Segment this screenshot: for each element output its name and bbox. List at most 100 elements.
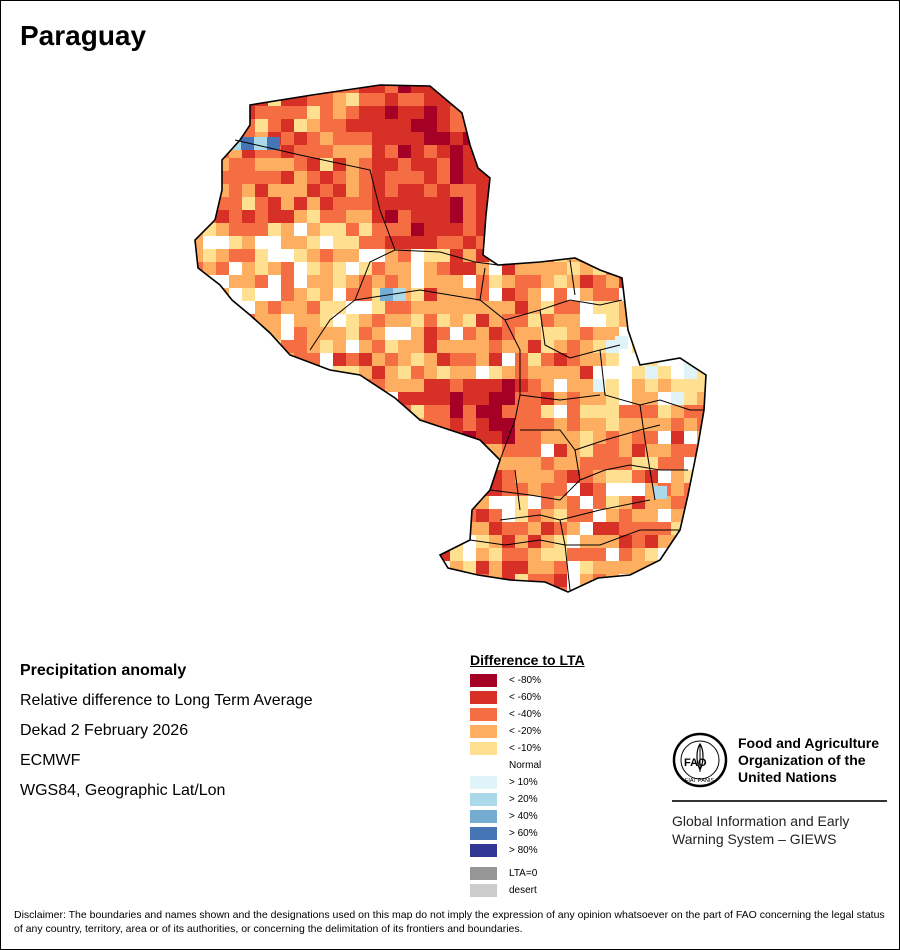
grid-cell bbox=[593, 548, 606, 561]
grid-cell bbox=[528, 85, 541, 93]
grid-cell bbox=[346, 509, 359, 522]
grid-cell bbox=[424, 561, 437, 574]
grid-cell bbox=[489, 197, 502, 210]
grid-cell bbox=[567, 379, 580, 392]
grid-cell bbox=[294, 483, 307, 496]
grid-cell bbox=[528, 587, 541, 592]
grid-cell bbox=[515, 470, 528, 483]
grid-cell bbox=[307, 509, 320, 522]
grid-cell bbox=[671, 366, 684, 379]
grid-cell bbox=[255, 275, 268, 288]
grid-cell bbox=[281, 509, 294, 522]
grid-cell bbox=[593, 392, 606, 405]
grid-cell bbox=[502, 145, 515, 158]
grid-cell bbox=[632, 301, 645, 314]
grid-cell bbox=[216, 574, 229, 587]
grid-cell bbox=[294, 535, 307, 548]
grid-cell bbox=[671, 340, 684, 353]
grid-cell bbox=[619, 496, 632, 509]
grid-cell bbox=[281, 522, 294, 535]
grid-cell bbox=[398, 483, 411, 496]
grid-cell bbox=[411, 405, 424, 418]
grid-cell bbox=[632, 85, 645, 93]
grid-cell bbox=[528, 210, 541, 223]
grid-cell bbox=[268, 262, 281, 275]
grid-cell bbox=[195, 535, 203, 548]
grid-cell bbox=[294, 444, 307, 457]
grid-cell bbox=[476, 405, 489, 418]
grid-cell bbox=[203, 587, 216, 592]
grid-cell bbox=[346, 405, 359, 418]
grid-cell bbox=[229, 522, 242, 535]
grid-cell bbox=[195, 275, 203, 288]
grid-cell bbox=[684, 535, 697, 548]
grid-cell bbox=[645, 132, 658, 145]
grid-cell bbox=[554, 171, 567, 184]
grid-cell bbox=[195, 93, 203, 106]
grid-cell bbox=[372, 574, 385, 587]
legend-item: < -10% bbox=[470, 740, 585, 757]
grid-cell bbox=[437, 535, 450, 548]
grid-cell bbox=[541, 314, 554, 327]
grid-cell bbox=[385, 171, 398, 184]
grid-cell bbox=[372, 210, 385, 223]
grid-cell bbox=[385, 314, 398, 327]
grid-cell bbox=[203, 184, 216, 197]
grid-cell bbox=[502, 535, 515, 548]
grid-cell bbox=[541, 561, 554, 574]
grid-cell bbox=[372, 444, 385, 457]
grid-cell bbox=[320, 210, 333, 223]
grid-cell bbox=[268, 249, 281, 262]
grid-cell bbox=[593, 275, 606, 288]
grid-cell bbox=[346, 158, 359, 171]
grid-cell bbox=[580, 223, 593, 236]
grid-cell bbox=[593, 483, 606, 496]
grid-cell bbox=[476, 314, 489, 327]
grid-cell bbox=[333, 509, 346, 522]
disclaimer: Disclaimer: The boundaries and names sho… bbox=[14, 909, 885, 935]
grid-cell bbox=[346, 561, 359, 574]
grid-cell bbox=[489, 353, 502, 366]
grid-cell bbox=[697, 197, 706, 210]
grid-cell bbox=[502, 119, 515, 132]
grid-cell bbox=[255, 379, 268, 392]
grid-cell bbox=[593, 496, 606, 509]
grid-cell bbox=[463, 275, 476, 288]
grid-cell bbox=[632, 483, 645, 496]
grid-cell bbox=[502, 392, 515, 405]
grid-cell bbox=[606, 587, 619, 592]
grid-cell bbox=[450, 262, 463, 275]
grid-cell bbox=[567, 197, 580, 210]
grid-cell bbox=[333, 379, 346, 392]
grid-cell bbox=[333, 548, 346, 561]
grid-cell bbox=[372, 223, 385, 236]
grid-cell bbox=[359, 223, 372, 236]
grid-cell bbox=[320, 132, 333, 145]
grid-cell bbox=[195, 327, 203, 340]
grid-cell bbox=[229, 457, 242, 470]
grid-cell bbox=[489, 210, 502, 223]
grid-cell bbox=[281, 470, 294, 483]
grid-cell bbox=[515, 275, 528, 288]
grid-cell bbox=[294, 171, 307, 184]
grid-cell bbox=[333, 158, 346, 171]
grid-cell bbox=[697, 522, 706, 535]
grid-cell bbox=[632, 158, 645, 171]
grid-cell bbox=[255, 496, 268, 509]
grid-cell bbox=[307, 574, 320, 587]
grid-cell bbox=[476, 197, 489, 210]
legend-item: < -80% bbox=[470, 672, 585, 689]
grid-cell bbox=[658, 275, 671, 288]
grid-cell bbox=[515, 444, 528, 457]
grid-cell bbox=[593, 327, 606, 340]
grid-cell bbox=[281, 119, 294, 132]
fao-logo-text: FAO bbox=[684, 757, 707, 769]
grid-cell bbox=[593, 85, 606, 93]
grid-cell bbox=[333, 275, 346, 288]
grid-cell bbox=[671, 314, 684, 327]
grid-cell bbox=[268, 184, 281, 197]
grid-cell bbox=[658, 418, 671, 431]
legend-label: > 60% bbox=[509, 828, 538, 839]
grid-cell bbox=[346, 327, 359, 340]
grid-cell bbox=[580, 548, 593, 561]
